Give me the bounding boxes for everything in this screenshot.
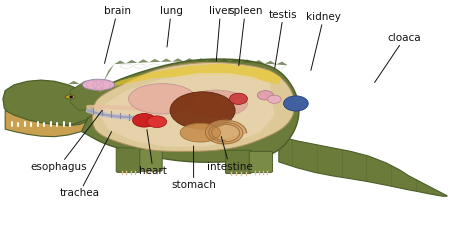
Ellipse shape [230, 93, 248, 104]
FancyBboxPatch shape [116, 148, 141, 172]
Text: stomach: stomach [171, 146, 216, 190]
Polygon shape [91, 80, 103, 84]
FancyBboxPatch shape [225, 150, 252, 174]
Polygon shape [69, 59, 299, 162]
Polygon shape [103, 64, 114, 83]
Polygon shape [276, 62, 288, 65]
Polygon shape [3, 80, 106, 126]
FancyBboxPatch shape [140, 149, 162, 171]
Ellipse shape [65, 95, 75, 99]
Polygon shape [242, 59, 253, 63]
Text: liver: liver [209, 6, 232, 61]
Polygon shape [137, 59, 149, 63]
Polygon shape [97, 64, 281, 92]
Text: heart: heart [140, 129, 167, 176]
Text: brain: brain [104, 6, 131, 63]
Polygon shape [253, 60, 265, 64]
Ellipse shape [133, 114, 156, 127]
Ellipse shape [147, 116, 166, 128]
Polygon shape [172, 58, 184, 62]
Ellipse shape [284, 96, 308, 111]
Polygon shape [68, 81, 80, 84]
Text: intestine: intestine [207, 137, 252, 172]
Polygon shape [114, 61, 126, 64]
Polygon shape [279, 136, 447, 196]
Polygon shape [70, 80, 122, 110]
Ellipse shape [268, 95, 281, 103]
Ellipse shape [257, 91, 274, 100]
Text: kidney: kidney [306, 12, 341, 70]
Polygon shape [184, 58, 195, 62]
Polygon shape [218, 59, 230, 62]
Ellipse shape [184, 90, 248, 117]
Polygon shape [207, 58, 218, 62]
Text: testis: testis [269, 10, 297, 68]
Polygon shape [230, 59, 242, 63]
Polygon shape [265, 61, 276, 64]
Polygon shape [195, 58, 207, 62]
Polygon shape [126, 60, 137, 63]
Text: cloaca: cloaca [374, 33, 421, 82]
Text: esophagus: esophagus [31, 110, 102, 172]
Ellipse shape [82, 79, 115, 90]
Polygon shape [93, 63, 295, 151]
Text: lung: lung [160, 6, 183, 47]
Ellipse shape [180, 123, 220, 142]
Polygon shape [99, 73, 274, 147]
Polygon shape [205, 120, 247, 144]
Polygon shape [149, 59, 161, 62]
Ellipse shape [129, 84, 196, 114]
Text: spleen: spleen [228, 6, 262, 66]
Text: trachea: trachea [59, 132, 112, 198]
FancyBboxPatch shape [249, 151, 273, 172]
Polygon shape [5, 110, 88, 137]
Ellipse shape [170, 92, 235, 129]
Polygon shape [161, 59, 172, 62]
Ellipse shape [69, 96, 73, 98]
Polygon shape [80, 81, 91, 84]
